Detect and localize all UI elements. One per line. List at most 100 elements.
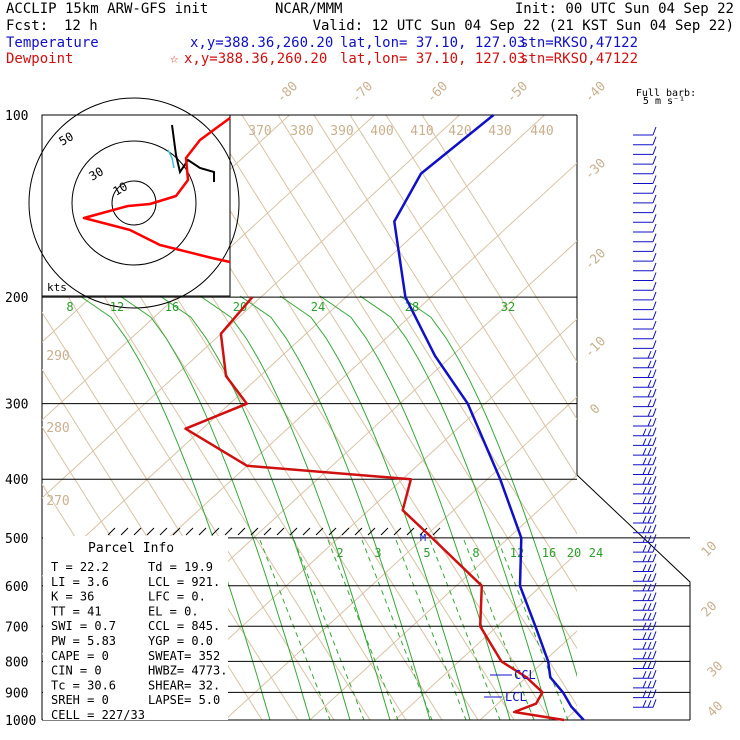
parcel-row-right: EL = 0. — [148, 604, 199, 618]
pressure-tick-label: 900 — [5, 686, 28, 701]
series-temperature — [393, 114, 585, 721]
temp-stn: stn=RKSO,47122 — [520, 35, 638, 51]
level-annotations: CCL LCL M — [420, 533, 536, 704]
hodograph-inner-trace — [171, 124, 215, 182]
isotherm-label: 40 — [705, 699, 727, 721]
parcel-row-left: TT = 41 — [51, 604, 102, 618]
isotherm — [42, 115, 460, 499]
legend-temperature: Temperature — [6, 35, 99, 51]
fcst-value: 12 h — [64, 18, 98, 34]
moist-adiabat — [119, 295, 311, 720]
wind-barb — [633, 505, 657, 514]
isotherm-label: -60 — [424, 79, 451, 106]
barb-legend-line1: Full barb: — [636, 88, 696, 99]
theta-label: 430 — [488, 124, 511, 139]
wind-barb — [633, 243, 657, 252]
isotherm-label: -50 — [504, 79, 531, 106]
wind-barb — [633, 553, 657, 563]
mixing-ratio-label-lower: 2 — [336, 546, 343, 560]
isotherm-label: 20 — [699, 599, 721, 621]
wind-barb — [633, 330, 657, 340]
hatch-mark — [406, 527, 415, 536]
parcel-row-left: Tc = 30.6 — [51, 678, 116, 692]
wind-barb — [633, 670, 657, 679]
dry-adiabat — [421, 115, 577, 363]
hodograph-trace — [82, 116, 231, 264]
wind-barb — [633, 349, 657, 359]
temp-xy: x,y=388.36,260.20 — [190, 35, 333, 51]
wind-barb — [633, 398, 657, 408]
hatch-mark — [133, 527, 142, 536]
pressure-tick-label: 300 — [5, 398, 28, 413]
fcst-label: Fcst: — [6, 18, 48, 34]
dry-adiabat — [385, 115, 577, 421]
mixing-ratio-label-lower: 20 — [567, 546, 581, 560]
parcel-row-left: PW = 5.83 — [51, 634, 116, 648]
wind-barb — [633, 291, 657, 301]
theta-label: 380 — [290, 124, 313, 139]
wind-barb — [633, 146, 657, 155]
pressure-tick-label: 400 — [5, 473, 28, 488]
wind-barb — [633, 252, 657, 262]
center-title: NCAR/MMM — [275, 1, 342, 17]
parcel-row-left: CAPE = 0 — [51, 649, 109, 663]
wind-barb — [633, 155, 657, 165]
hatch-mark — [432, 527, 441, 536]
pressure-tick-label: 800 — [5, 655, 28, 670]
profile-lines — [184, 114, 585, 722]
wind-barb — [633, 640, 657, 650]
isotherm-label: -10 — [582, 334, 609, 361]
wind-barb — [633, 679, 657, 689]
pressure-tick-label: 1000 — [5, 714, 36, 729]
hatch-mark — [159, 527, 168, 536]
melting-level-label: M — [420, 533, 426, 544]
hatch-mark — [315, 527, 324, 536]
theta-label: 390 — [330, 124, 353, 139]
parcel-row-left: K = 36 — [51, 590, 94, 604]
dry-adiabat — [241, 115, 577, 650]
wind-barb — [633, 514, 657, 524]
wind-barb — [633, 301, 657, 311]
wind-barb — [633, 573, 657, 582]
isotherm-label: -70 — [349, 79, 376, 106]
isotherm — [42, 115, 375, 421]
wind-barb — [633, 408, 657, 417]
hatch-mark — [198, 527, 207, 536]
wind-barb — [633, 369, 657, 378]
hodograph-ring — [71, 140, 197, 266]
mixing-ratio-label-lower: 3 — [374, 546, 381, 560]
isotherm-label: 0 — [587, 401, 603, 417]
hatch-mark — [393, 527, 402, 536]
hatch-mark — [380, 527, 389, 536]
hatch-mark — [211, 527, 220, 536]
dry-adiabat — [42, 254, 335, 720]
wind-barb — [633, 272, 657, 281]
valid-time: Valid: 12 UTC Sun 04 Sep 22 (21 KST Sun … — [313, 18, 734, 34]
dew-xy: x,y=388.36,260.20 — [184, 51, 327, 67]
parcel-row-right: SWEAT= 352 — [148, 649, 220, 663]
hodograph-ring-label: 30 — [87, 164, 107, 183]
wind-barb — [633, 282, 657, 291]
wind-barb — [633, 699, 657, 708]
parcel-row-left: LI = 3.6 — [51, 575, 109, 589]
wind-barb — [633, 223, 657, 233]
theta-label: 370 — [248, 124, 271, 139]
parcel-row-right: LFC = 0. — [148, 590, 206, 604]
pressure-tick-label: 500 — [5, 532, 28, 547]
pressure-tick-label: 700 — [5, 620, 28, 635]
theta-label: 420 — [448, 124, 471, 139]
temp-latlon: lat,lon= 37.10, 127.03 — [340, 35, 525, 51]
hatch-mark — [354, 527, 363, 536]
dry-adiabat — [169, 115, 551, 720]
mixing-ratio-label-lower: 16 — [542, 546, 556, 560]
hatch-mark — [328, 527, 337, 536]
pressure-tick-label: 100 — [5, 109, 28, 124]
hatch-mark — [302, 527, 311, 536]
series-dewpoint — [184, 296, 565, 722]
header: ACCLIP 15km ARW-GFS init NCAR/MMM Init: … — [6, 1, 734, 67]
hatch-mark — [120, 527, 129, 536]
dry-adiabat — [205, 115, 577, 707]
theta-label: 410 — [410, 124, 433, 139]
hodograph-ring-label: 50 — [57, 129, 77, 148]
